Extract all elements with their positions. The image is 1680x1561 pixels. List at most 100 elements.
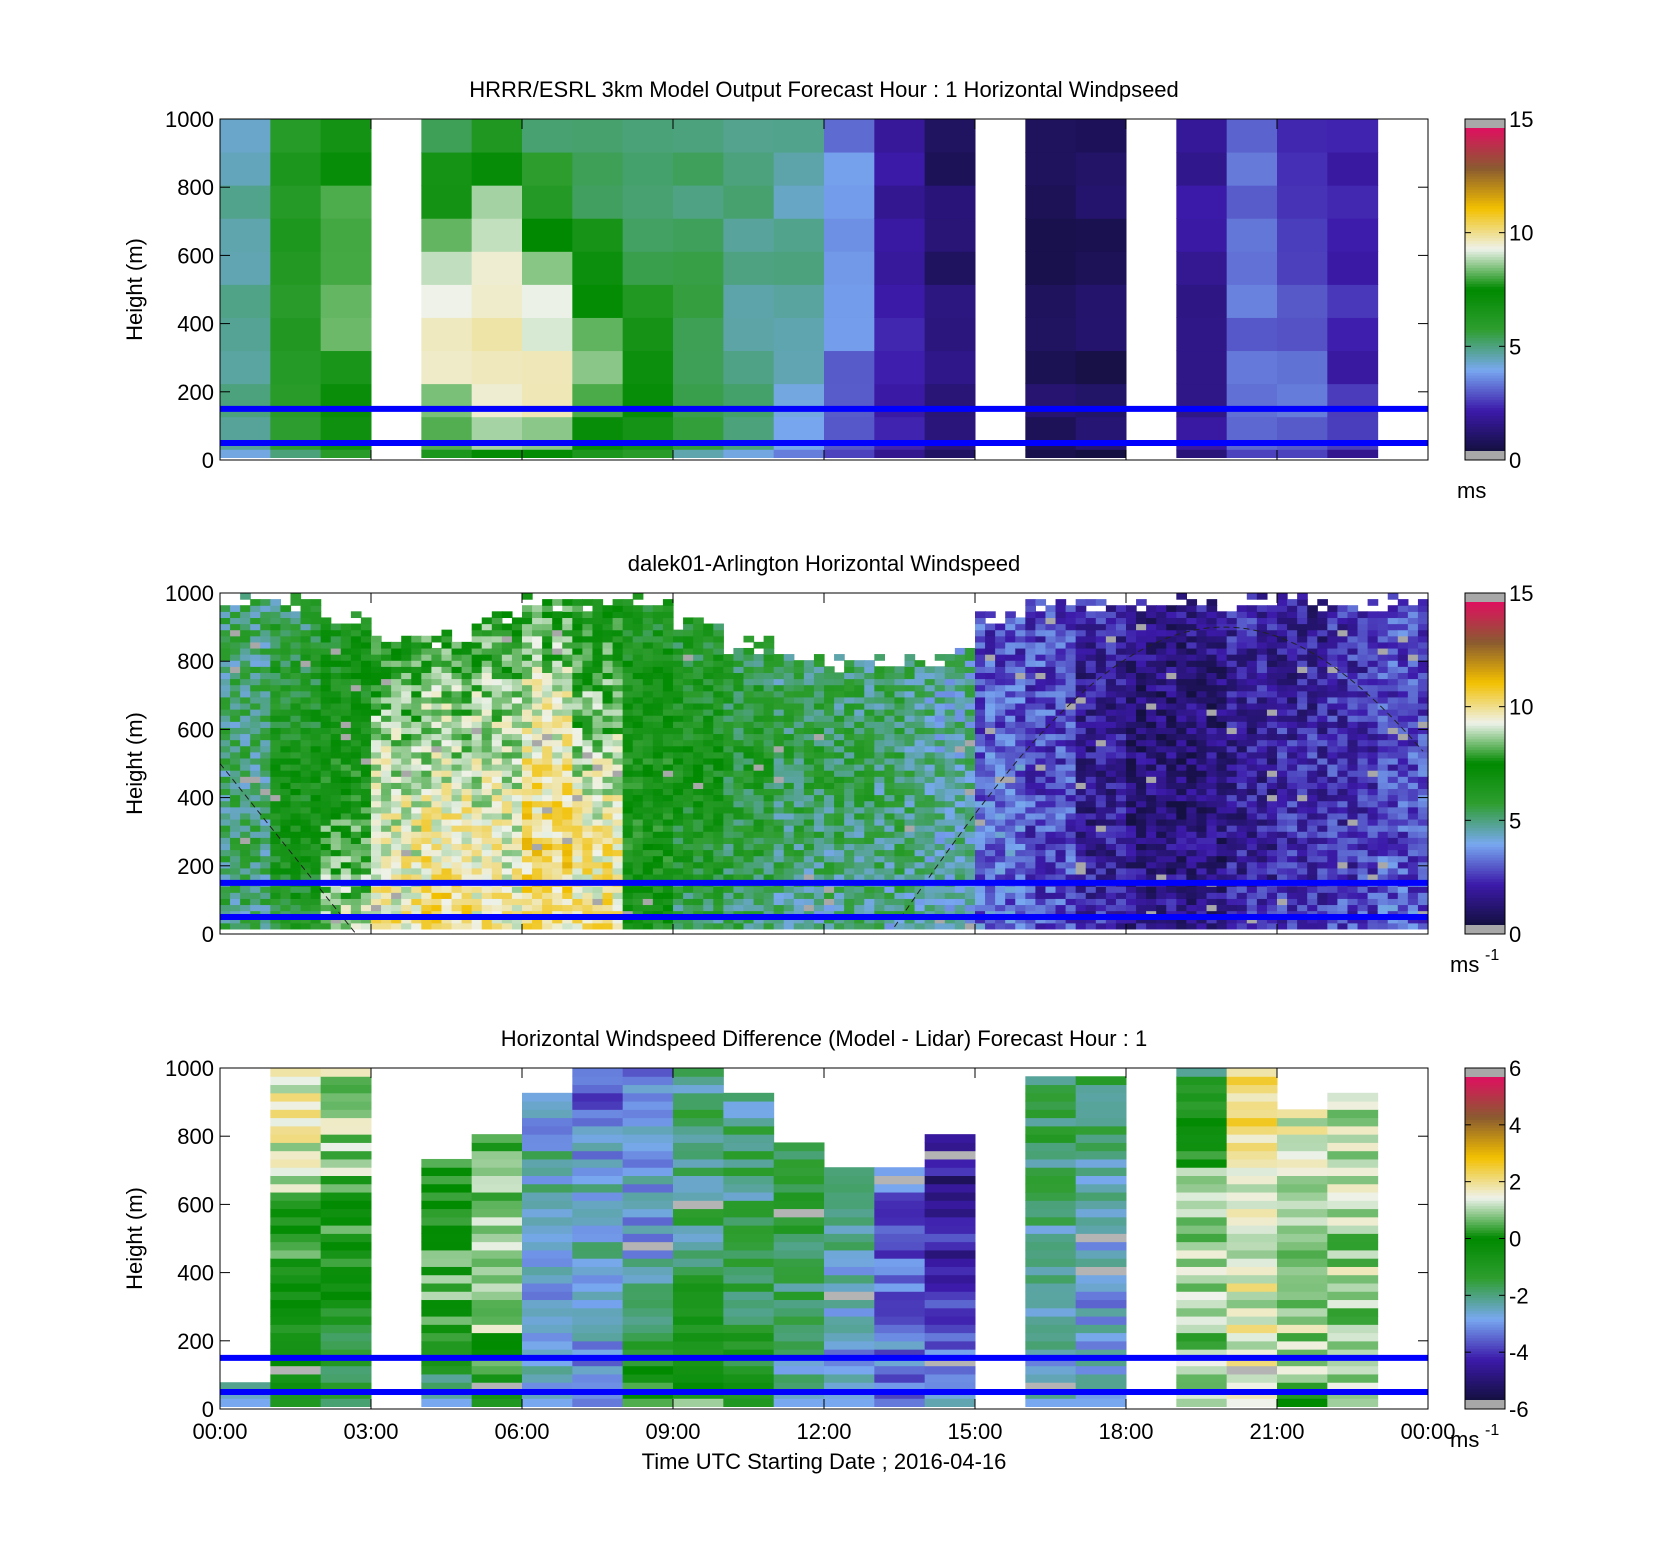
heatmap-cell <box>773 721 785 728</box>
heatmap-cell <box>582 757 594 765</box>
heatmap-cell <box>582 770 594 777</box>
heatmap-cell <box>864 733 875 741</box>
heatmap-cell <box>421 709 432 716</box>
heatmap-cell <box>914 867 926 875</box>
heatmap-cell <box>1136 660 1147 667</box>
heatmap-cell <box>773 660 785 667</box>
heatmap-cell <box>511 709 523 716</box>
heatmap-cell <box>1015 678 1026 686</box>
heatmap-cell <box>371 904 382 912</box>
heatmap-cell <box>572 751 583 759</box>
heatmap-cell <box>340 812 352 820</box>
heatmap-cell <box>441 843 453 851</box>
heatmap-cell <box>522 185 573 219</box>
colorbar-segment <box>1465 294 1505 299</box>
heatmap-cell <box>481 892 493 899</box>
heatmap-cell <box>713 757 724 765</box>
heatmap-cell <box>320 770 332 777</box>
heatmap-cell <box>481 763 493 771</box>
heatmap-cell <box>964 788 976 796</box>
heatmap-cell <box>1045 782 1057 790</box>
heatmap-cell <box>1025 794 1036 802</box>
heatmap-cell <box>461 660 473 667</box>
heatmap-cell <box>240 818 251 826</box>
heatmap-cell <box>240 837 251 844</box>
heatmap-cell <box>713 763 724 771</box>
heatmap-cell <box>220 185 271 219</box>
heatmap-cell <box>522 849 533 857</box>
heatmap-cell <box>532 678 543 686</box>
heatmap-cell <box>1065 910 1077 918</box>
panel-2: dalek01-Arlington Horizontal Windspeed02… <box>122 551 1533 977</box>
heatmap-cell <box>552 818 563 826</box>
heatmap-cell <box>673 800 684 808</box>
heatmap-cell <box>552 623 563 631</box>
heatmap-cell <box>1035 867 1047 875</box>
heatmap-cell <box>471 806 483 814</box>
heatmap-cell <box>381 647 392 655</box>
heatmap-cell <box>995 763 1006 771</box>
heatmap-cell <box>1065 629 1077 637</box>
heatmap-cell <box>481 776 493 783</box>
heatmap-cell <box>1075 751 1087 759</box>
heatmap-cell <box>300 910 312 918</box>
heatmap-cell <box>884 825 896 832</box>
heatmap-cell <box>954 843 966 851</box>
heatmap-cell <box>562 739 573 747</box>
heatmap-cell <box>310 702 322 710</box>
heatmap-cell <box>260 629 271 637</box>
heatmap-cell <box>491 757 503 765</box>
heatmap-cell <box>280 635 292 643</box>
heatmap-cell <box>582 898 594 906</box>
heatmap-cell <box>572 818 583 826</box>
heatmap-cell <box>612 715 624 722</box>
heatmap-cell <box>1035 831 1047 838</box>
heatmap-cell <box>280 873 292 881</box>
heatmap-cell <box>924 788 936 796</box>
heatmap-cell <box>310 660 322 667</box>
heatmap-cell <box>1105 635 1117 643</box>
heatmap-cell <box>250 763 261 771</box>
heatmap-cell <box>441 721 453 728</box>
heatmap-cell <box>975 861 986 869</box>
heatmap-cell <box>803 794 815 802</box>
heatmap-cell <box>964 763 976 771</box>
heatmap-cell <box>743 904 755 912</box>
heatmap-cell <box>632 739 644 747</box>
heatmap-cell <box>1035 800 1047 808</box>
heatmap-cell <box>501 916 513 924</box>
heatmap-cell <box>622 623 634 631</box>
heatmap-cell <box>743 886 755 893</box>
heatmap-cell <box>300 684 312 692</box>
heatmap-cell <box>763 709 775 716</box>
heatmap-cell <box>1025 721 1036 728</box>
heatmap-cell <box>552 715 563 722</box>
heatmap-cell <box>1115 605 1127 612</box>
heatmap-cell <box>1055 788 1067 796</box>
heatmap-cell <box>743 709 755 716</box>
heatmap-cell <box>622 763 634 771</box>
heatmap-cell <box>1075 350 1127 385</box>
heatmap-cell <box>290 739 302 747</box>
heatmap-cell <box>1075 739 1087 747</box>
heatmap-cell <box>552 867 563 875</box>
heatmap-cell <box>280 818 292 826</box>
heatmap-cell <box>944 922 956 930</box>
heatmap-cell <box>622 251 674 285</box>
heatmap-cell <box>673 702 684 710</box>
heatmap-cell <box>411 647 422 655</box>
heatmap-cell <box>330 751 342 759</box>
heatmap-cell <box>914 739 926 747</box>
heatmap-cell <box>884 837 896 844</box>
heatmap-cell <box>431 684 443 692</box>
heatmap-cell <box>763 666 775 673</box>
heatmap-cell <box>320 739 332 747</box>
heatmap-cell <box>894 843 906 851</box>
heatmap-cell <box>240 617 251 625</box>
heatmap-cell <box>763 727 775 735</box>
heatmap-cell <box>642 751 654 759</box>
heatmap-cell <box>1055 867 1067 875</box>
heatmap-cell <box>693 721 704 728</box>
heatmap-cell <box>300 745 312 753</box>
heatmap-cell <box>844 721 855 728</box>
